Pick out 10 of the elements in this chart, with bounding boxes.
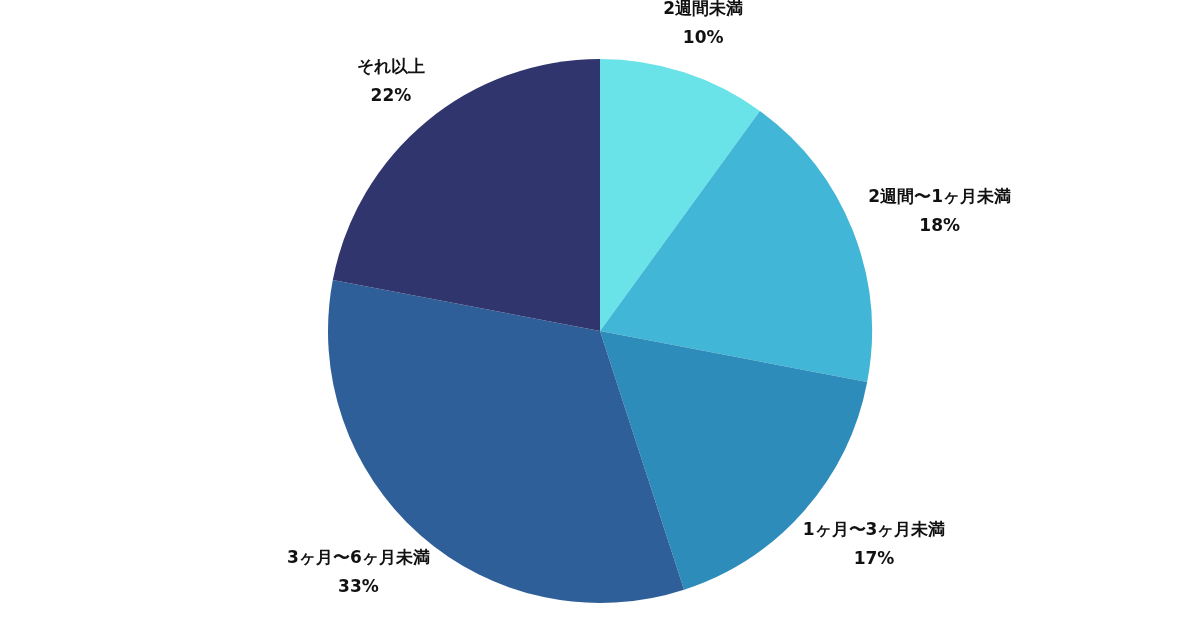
slice-label: 2週間〜1ヶ月未満 <box>868 186 1012 207</box>
data-label: 33% <box>338 576 379 597</box>
data-label: 17% <box>853 547 895 568</box>
data-label: 10% <box>682 26 724 47</box>
slice-label: 2週間未満 <box>663 0 744 18</box>
slice-label: 3ヶ月〜6ヶ月未満 <box>287 547 430 568</box>
data-label: 22% <box>370 85 412 106</box>
slice-label: それ以上 <box>356 56 425 77</box>
slice-label: 1ヶ月〜3ヶ月未満 <box>802 518 946 539</box>
data-label: 18% <box>919 215 961 236</box>
